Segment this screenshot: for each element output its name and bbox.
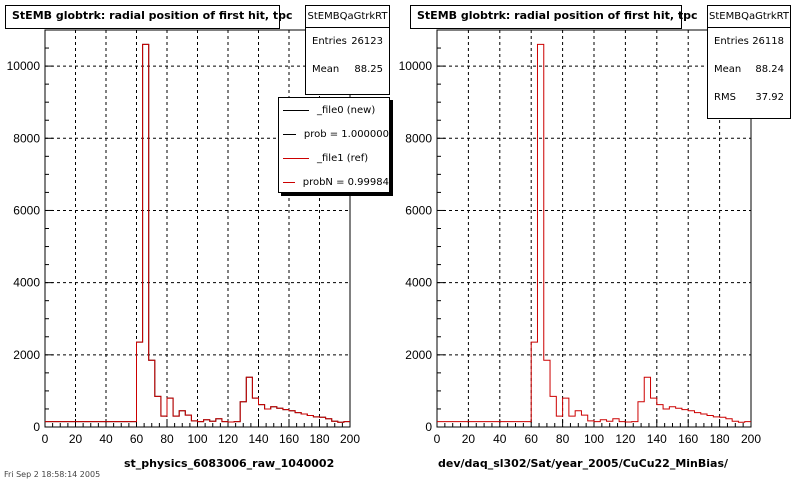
x-tick-label: 180 bbox=[710, 432, 730, 446]
stats-value: 37.92 bbox=[755, 92, 784, 103]
y-tick-label: 8000 bbox=[13, 131, 40, 145]
legend-entry-probn: probN = 0.99984 bbox=[279, 170, 389, 192]
x-tick-label: 100 bbox=[187, 432, 207, 446]
legend-entry-prob: prob = 1.000000 bbox=[279, 122, 389, 146]
legend-line-red bbox=[283, 157, 309, 159]
stats-value: 88.24 bbox=[755, 64, 784, 75]
legend-label: probN = 0.99984 bbox=[302, 176, 389, 188]
stats-value: 88.25 bbox=[354, 64, 383, 75]
left-plot-title: StEMB globtrk: radial position of first … bbox=[5, 5, 293, 29]
y-tick-label: 10000 bbox=[7, 59, 41, 73]
left-legend: _file0 (new) prob = 1.000000 _file1 (ref… bbox=[278, 97, 390, 193]
y-tick-label: 6000 bbox=[13, 203, 40, 217]
y-tick-label: 2000 bbox=[13, 348, 40, 362]
right-stats-entries: Entries 26118 bbox=[708, 28, 790, 56]
left-stats-name: StEMBQaGtrkRT bbox=[306, 6, 389, 28]
y-tick-label: 4000 bbox=[13, 276, 40, 290]
legend-line-black bbox=[283, 133, 296, 135]
y-tick-label: 0 bbox=[425, 420, 432, 434]
y-tick-label: 0 bbox=[33, 420, 40, 434]
x-tick-label: 200 bbox=[741, 432, 761, 446]
legend-line-red bbox=[283, 181, 295, 183]
x-tick-label: 60 bbox=[130, 432, 144, 446]
stats-label: Entries bbox=[714, 36, 749, 47]
x-tick-label: 60 bbox=[525, 432, 539, 446]
x-tick-label: 120 bbox=[218, 432, 238, 446]
legend-label: _file0 (new) bbox=[317, 104, 376, 116]
x-tick-label: 160 bbox=[678, 432, 698, 446]
left-stats-box: StEMBQaGtrkRT Entries 26123 Mean 88.25 bbox=[305, 5, 390, 95]
legend-label: prob = 1.000000 bbox=[303, 128, 389, 140]
x-tick-label: 160 bbox=[279, 432, 299, 446]
legend-line-black bbox=[283, 109, 309, 111]
stats-label: Entries bbox=[312, 36, 347, 47]
legend-entry-file1: _file1 (ref) bbox=[279, 146, 389, 170]
histogram-series-0 bbox=[437, 43, 751, 423]
right-stats-rms: RMS 37.92 bbox=[708, 84, 790, 112]
right-plot-title: StEMB globtrk: radial position of first … bbox=[410, 5, 698, 29]
y-tick-label: 4000 bbox=[405, 276, 432, 290]
left-stats-mean: Mean 88.25 bbox=[306, 56, 389, 84]
legend-label: _file1 (ref) bbox=[317, 152, 369, 164]
legend-entry-file0: _file0 (new) bbox=[279, 98, 389, 122]
x-tick-label: 20 bbox=[69, 432, 83, 446]
stats-label: RMS bbox=[714, 92, 736, 103]
left-stats-entries: Entries 26123 bbox=[306, 28, 389, 56]
stats-value: 26118 bbox=[752, 36, 784, 47]
x-tick-label: 140 bbox=[248, 432, 268, 446]
right-stats-box: StEMBQaGtrkRT Entries 26118 Mean 88.24 R… bbox=[707, 5, 791, 119]
x-tick-label: 80 bbox=[556, 432, 570, 446]
y-tick-label: 10000 bbox=[399, 59, 433, 73]
x-tick-label: 40 bbox=[99, 432, 113, 446]
x-tick-label: 0 bbox=[42, 432, 49, 446]
right-stats-name: StEMBQaGtrkRT bbox=[708, 6, 790, 28]
y-tick-label: 2000 bbox=[405, 348, 432, 362]
right-stats-mean: Mean 88.24 bbox=[708, 56, 790, 84]
x-tick-label: 140 bbox=[647, 432, 667, 446]
y-tick-label: 8000 bbox=[405, 131, 432, 145]
y-tick-label: 6000 bbox=[405, 203, 432, 217]
x-tick-label: 20 bbox=[462, 432, 476, 446]
histogram-series-1 bbox=[45, 43, 350, 423]
x-tick-label: 40 bbox=[493, 432, 507, 446]
x-tick-label: 0 bbox=[434, 432, 441, 446]
x-tick-label: 80 bbox=[160, 432, 174, 446]
x-tick-label: 120 bbox=[615, 432, 635, 446]
x-tick-label: 180 bbox=[309, 432, 329, 446]
right-x-axis-title: dev/daq_sl302/Sat/year_2005/CuCu22_MinBi… bbox=[438, 457, 729, 470]
x-tick-label: 100 bbox=[584, 432, 604, 446]
stats-label: Mean bbox=[714, 64, 742, 75]
left-x-axis-title: st_physics_6083006_raw_1040002 bbox=[124, 457, 335, 470]
x-tick-label: 200 bbox=[340, 432, 360, 446]
stats-value: 26123 bbox=[351, 36, 383, 47]
footer-timestamp: Fri Sep 2 18:58:14 2005 bbox=[4, 470, 101, 479]
stats-label: Mean bbox=[312, 64, 340, 75]
